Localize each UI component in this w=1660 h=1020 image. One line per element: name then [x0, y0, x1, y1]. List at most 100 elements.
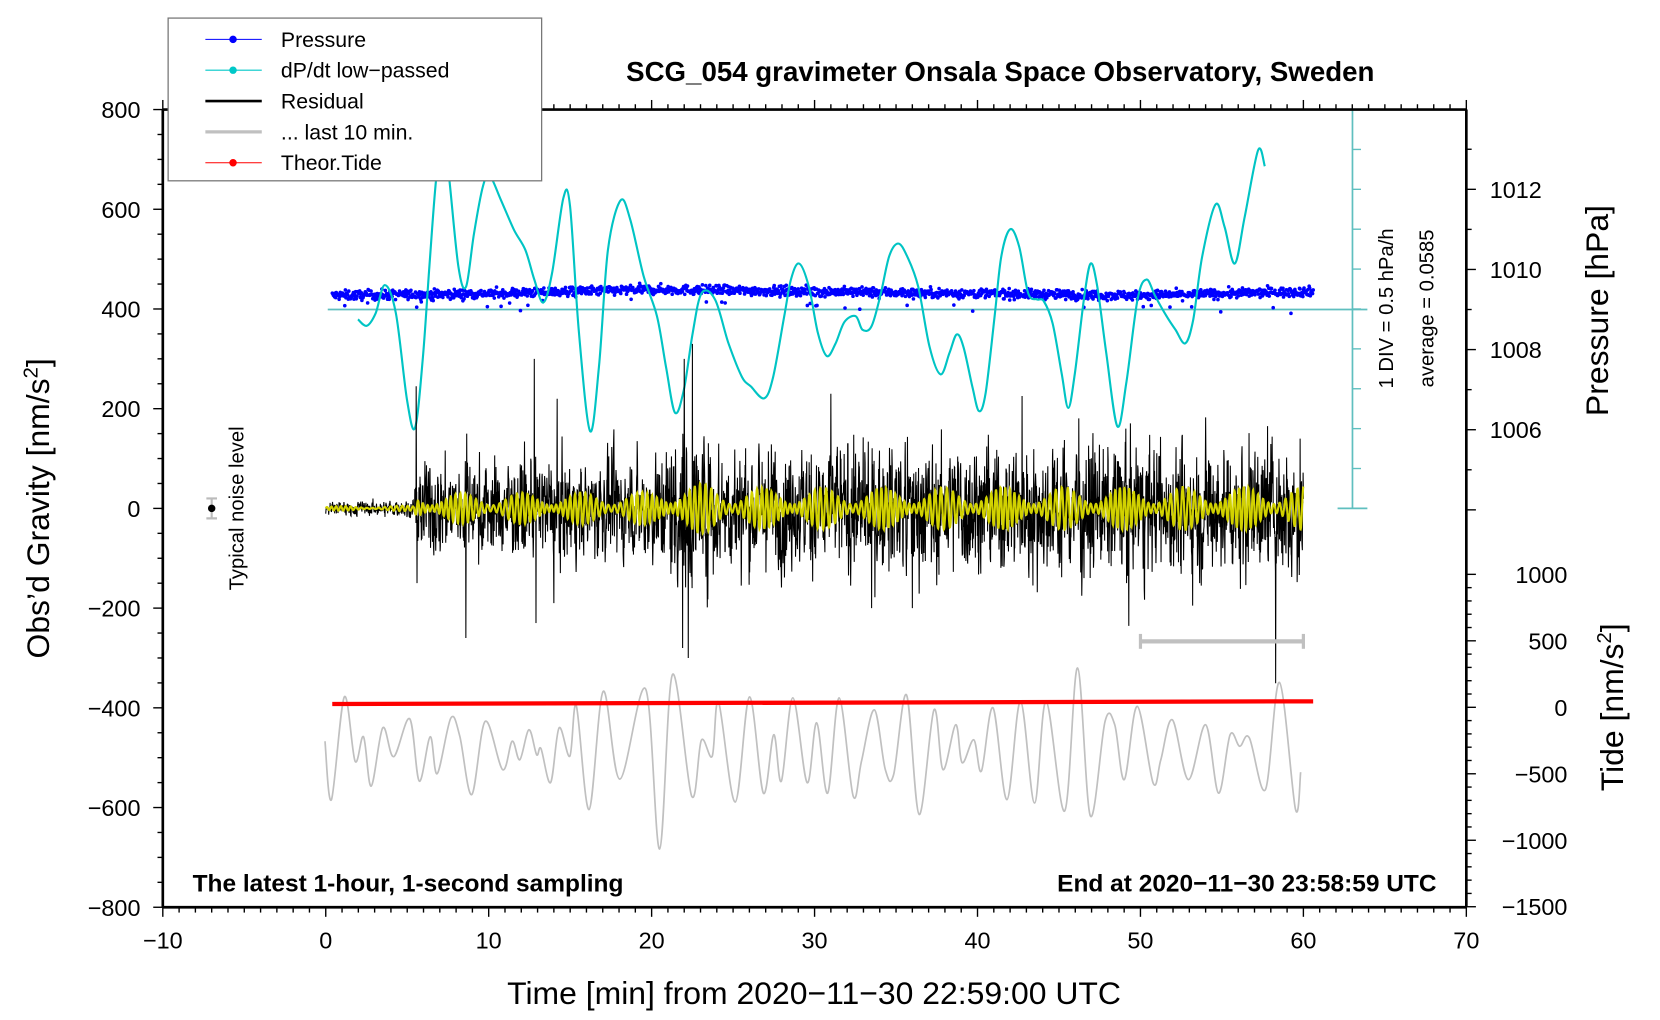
y-tick-label-gravity: 0 [127, 496, 140, 522]
pressure-point [354, 296, 359, 301]
pressure-point [333, 295, 338, 300]
pressure-point [691, 292, 696, 296]
pressure-point [779, 284, 783, 288]
pressure-point [430, 296, 435, 300]
pressure-point [1308, 293, 1313, 298]
pressure-point [589, 292, 594, 296]
pressure-point [441, 295, 445, 300]
legend-label: Residual [281, 89, 364, 113]
pressure-point [905, 303, 909, 308]
pressure-point [960, 288, 964, 292]
pressure-point [639, 284, 644, 289]
pressure-point [485, 304, 490, 309]
x-axis-title: Time [min] from 2020−11−30 22:59:00 UTC [507, 975, 1121, 1011]
pressure-point [1155, 288, 1160, 293]
pressure-point [1218, 310, 1223, 314]
pressure-point [911, 297, 916, 301]
pressure-point [850, 291, 855, 295]
pressure-point [870, 295, 875, 299]
last10-series [324, 667, 1302, 850]
annotation-left: The latest 1-hour, 1-second sampling [193, 870, 624, 897]
y-tick-label-tide: 0 [1554, 695, 1567, 721]
pressure-point [383, 288, 388, 293]
pressure-point [700, 283, 705, 287]
pressure-point [723, 301, 727, 305]
y-tick-label-gravity: −400 [88, 695, 141, 721]
pressure-point [707, 283, 712, 288]
pressure-point [1007, 298, 1012, 302]
pressure-point [618, 291, 623, 296]
pressure-point [530, 288, 535, 293]
pressure-point [1057, 288, 1062, 293]
pressure-point [1168, 305, 1172, 309]
pressure-point [815, 303, 819, 308]
y-axis-title-gravity: Obs’d Gravity [nm/s2] [20, 358, 56, 658]
dpdt-scale-label: 1 DIV = 0.5 hPa/h [1376, 228, 1398, 388]
pressure-point [1115, 296, 1120, 300]
pressure-point [628, 283, 633, 288]
x-tick-label: 60 [1290, 928, 1316, 954]
typical-noise-marker [206, 497, 218, 520]
pressure-point [492, 296, 497, 300]
pressure-point [889, 288, 893, 292]
pressure-point [393, 297, 398, 302]
y-tick-label-tide: 1000 [1515, 562, 1567, 588]
y-tick-label-gravity: 600 [101, 197, 140, 223]
pressure-point [1236, 293, 1241, 298]
pressure-point [764, 293, 769, 298]
pressure-point [945, 288, 949, 292]
pressure-point [414, 295, 418, 300]
y-tick-label-gravity: 400 [101, 296, 140, 322]
pressure-point [984, 287, 989, 292]
pressure-point [431, 298, 436, 303]
legend: Pressure dP/dt low−passed Residual ... l… [167, 17, 543, 182]
pressure-point [804, 283, 808, 287]
legend-label: ... last 10 min. [281, 120, 413, 144]
pressure-point [585, 286, 589, 290]
pressure-point [823, 295, 827, 299]
pressure-point [1174, 286, 1179, 291]
residual-series [325, 343, 1304, 684]
x-tick-label: 30 [802, 928, 828, 954]
pressure-point [842, 284, 847, 289]
x-tick-label: 40 [964, 928, 990, 954]
pressure-point [1105, 298, 1110, 303]
legend-item-last10: ... last 10 min. [205, 120, 413, 144]
y-tick-label-pressure: 1008 [1490, 337, 1542, 363]
pressure-point [841, 292, 846, 297]
y-tick-label-gravity: −600 [88, 795, 141, 821]
pressure-point [1034, 294, 1038, 299]
pressure-point [525, 294, 530, 298]
pressure-point [883, 286, 888, 290]
pressure-point [1273, 288, 1277, 293]
pressure-point [1147, 297, 1152, 302]
pressure-point [1053, 291, 1057, 296]
pressure-point [796, 287, 800, 291]
pressure-point [704, 300, 709, 304]
pressure-point [1012, 297, 1017, 302]
y-tick-label-pressure: 1010 [1490, 257, 1542, 283]
pressure-point [1281, 286, 1285, 291]
pressure-point [1118, 290, 1123, 294]
pressure-point [861, 293, 866, 297]
pressure-point [542, 286, 546, 290]
pressure-point [598, 291, 603, 296]
pressure-point [1289, 311, 1293, 316]
pressure-point [556, 288, 560, 293]
pressure-point [1007, 286, 1012, 291]
pressure-point [851, 294, 855, 299]
pressure-point [409, 288, 413, 293]
dpdt-average-label: average = 0.0585 [1416, 230, 1438, 388]
pressure-point [1301, 294, 1305, 299]
pressure-point [518, 308, 523, 313]
pressure-point [1229, 294, 1233, 299]
pressure-point [937, 286, 941, 291]
pressure-point [871, 286, 876, 290]
pressure-point [1271, 305, 1276, 310]
pressure-point [414, 305, 419, 309]
y-tick-label-gravity: −200 [88, 596, 141, 622]
pressure-point [1269, 286, 1274, 291]
pressure-point [952, 303, 956, 307]
y-tick-label-tide: −1000 [1502, 828, 1568, 854]
pressure-point [658, 281, 663, 286]
